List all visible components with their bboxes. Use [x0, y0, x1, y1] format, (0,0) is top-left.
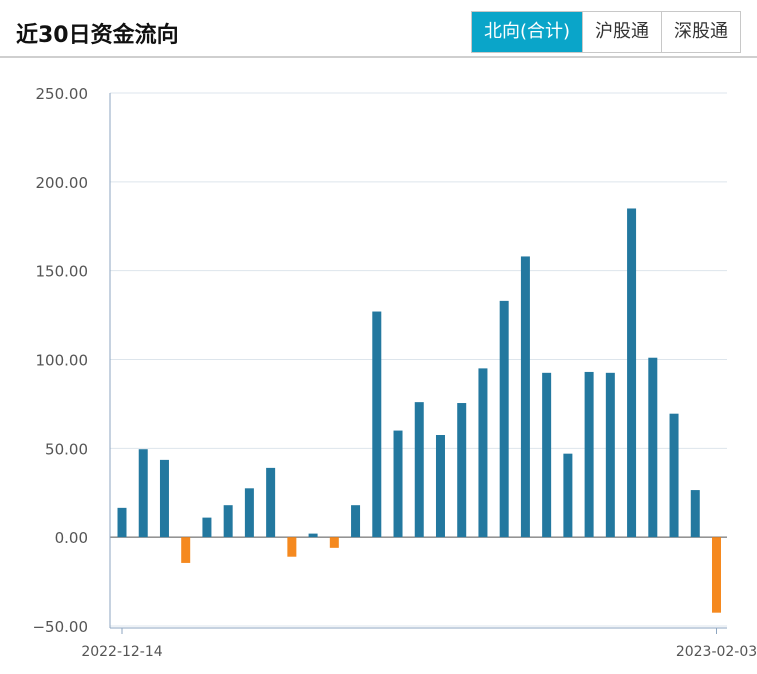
bar[interactable]: [712, 537, 721, 613]
header: 近30日资金流向 北向(合计) 沪股通 深股通: [0, 0, 757, 58]
bar[interactable]: [117, 507, 127, 538]
bar[interactable]: [372, 311, 382, 538]
x-tick-label: 2023-02-03: [676, 644, 757, 660]
chart-container: 250.00 200.00 150.00 100.00 50.00 0.00 −50.00 …: [0, 58, 757, 670]
tab-shanghai-connect[interactable]: 沪股通: [582, 12, 661, 52]
bar[interactable]: [266, 467, 276, 538]
bar[interactable]: [627, 208, 637, 538]
bar[interactable]: [435, 435, 445, 538]
bar[interactable]: [520, 256, 530, 538]
bar[interactable]: [690, 490, 700, 538]
y-tick-label: 50.00: [45, 440, 88, 458]
y-tick-label: 250.00: [36, 85, 89, 103]
bar[interactable]: [669, 413, 679, 538]
bar[interactable]: [287, 537, 297, 557]
page-title: 近30日资金流向: [16, 23, 179, 48]
bar[interactable]: [181, 537, 191, 563]
y-tick-label: 200.00: [36, 174, 89, 192]
y-tick-label: 100.00: [36, 352, 89, 370]
tab-group: 北向(合计) 沪股通 深股通: [470, 11, 741, 53]
tab-shenzhen-connect[interactable]: 深股通: [661, 12, 740, 52]
y-tick-label: −50.00: [32, 618, 88, 636]
bar[interactable]: [414, 402, 424, 538]
x-axis: 2022-12-14 2023-02-03: [81, 627, 757, 660]
bar[interactable]: [563, 453, 573, 538]
bar[interactable]: [584, 371, 594, 538]
bar[interactable]: [457, 403, 467, 538]
bar[interactable]: [499, 300, 509, 538]
bar[interactable]: [159, 459, 169, 538]
bar[interactable]: [202, 517, 212, 538]
bar[interactable]: [308, 533, 318, 538]
y-tick-label: 150.00: [36, 263, 89, 281]
bars: [117, 208, 721, 613]
bar[interactable]: [351, 505, 361, 538]
x-tick-label: 2022-12-14: [81, 644, 162, 660]
fund-flow-bar-chart: 250.00200.00150.00100.0050.000.00−50.00 …: [32, 85, 757, 660]
bar[interactable]: [393, 430, 403, 538]
bar[interactable]: [329, 537, 339, 548]
bar[interactable]: [478, 368, 488, 538]
bar[interactable]: [223, 505, 233, 538]
y-axis-ticks: 250.00 200.00 150.00 100.00 50.00 0.00 −50.00: [32, 85, 88, 636]
y-tick-label: 0.00: [55, 529, 88, 547]
tab-northbound-total[interactable]: 北向(合计): [471, 12, 582, 52]
bar[interactable]: [244, 488, 254, 538]
bar[interactable]: [648, 357, 658, 538]
bar[interactable]: [605, 372, 615, 538]
bar[interactable]: [542, 372, 552, 538]
bar[interactable]: [138, 449, 148, 538]
